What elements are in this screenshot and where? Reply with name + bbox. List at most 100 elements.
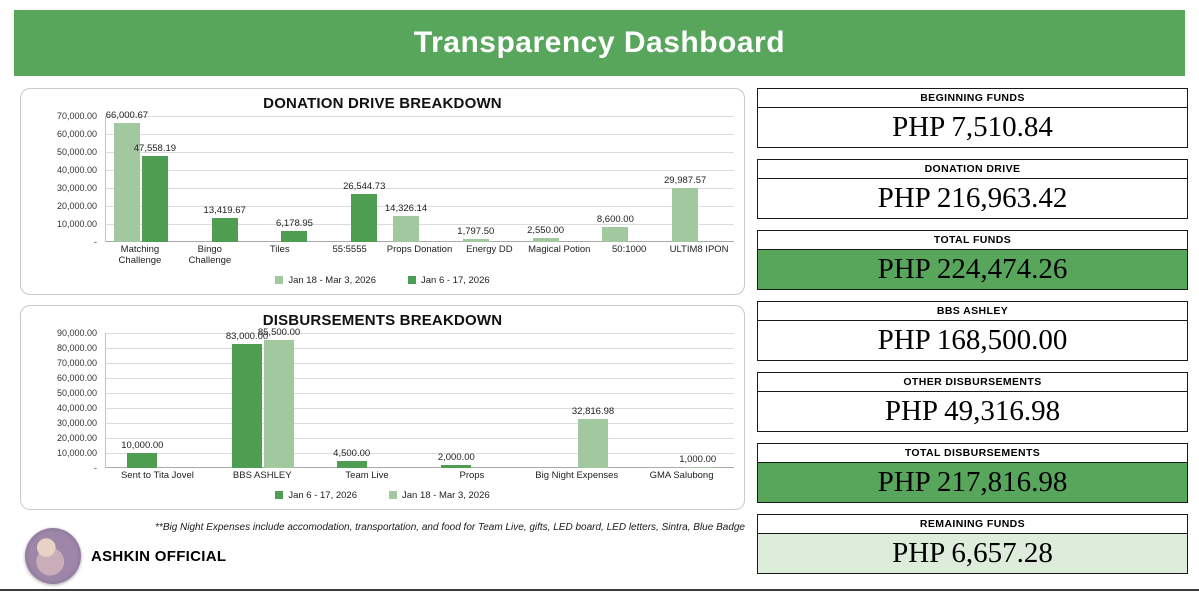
- gridline: [106, 333, 734, 334]
- bar: [281, 231, 308, 243]
- y-tick-label: 40,000.00: [56, 403, 97, 414]
- category-axis: Matching Challenge Bingo Challenge Tiles 55…: [105, 244, 734, 267]
- bar: [532, 237, 559, 243]
- y-axis: 90,000.00 80,000.00 70,000.00 60,000.00 50,0…: [31, 328, 105, 473]
- bar-value-label: 2,000.00: [437, 452, 475, 464]
- y-tick-label: 30,000.00: [56, 418, 97, 429]
- bar-value-label: 2,550.00: [527, 224, 565, 236]
- bar-group-sent-to-tita-jovel: 10,000.00: [106, 333, 211, 469]
- gridline: [106, 363, 734, 365]
- category-label: Big Night Expenses: [535, 470, 619, 482]
- bar: [211, 217, 238, 243]
- card-value: PHP 168,500.00: [877, 324, 1068, 356]
- category-label: Sent to Tita Jovel: [120, 470, 194, 482]
- bar-value-label: 83,000.00: [225, 330, 269, 342]
- donation-drive-chart-panel: DONATION DRIVE BREAKDOWN 70,000.00 60,000…: [20, 88, 745, 295]
- card-label: REMAINING FUNDS: [758, 515, 1187, 534]
- y-tick-label: 90,000.00: [56, 328, 97, 338]
- y-tick-label: 60,000.00: [56, 129, 97, 140]
- category-label: 55:5555: [332, 244, 367, 256]
- category-label: BBS ASHLEY: [232, 470, 292, 482]
- gridline: [106, 188, 734, 190]
- gridline: [106, 224, 734, 226]
- card-label: TOTAL DISBURSEMENTS: [758, 444, 1187, 463]
- y-tick-label: 10,000.00: [56, 219, 97, 230]
- legend-item: Jan 6 - 17, 2026: [275, 490, 357, 501]
- y-tick-label: 20,000.00: [56, 201, 97, 212]
- category-label: Bingo Challenge: [188, 244, 232, 267]
- bar-group-bingo-challenge: 13,419.67: [176, 116, 246, 243]
- y-tick-label: 30,000.00: [56, 183, 97, 194]
- chart-legend: Jan 18 - Mar 3, 2026 Jan 6 - 17, 2026: [31, 272, 734, 288]
- branding: ASHKIN OFFICIAL: [25, 528, 226, 584]
- y-tick-label: 40,000.00: [56, 165, 97, 176]
- bar-value-label: 6,178.95: [275, 218, 313, 230]
- bar-group-50-1000: 8,600.00: [594, 116, 664, 243]
- y-tick-label: 70,000.00: [56, 358, 97, 369]
- legend-label: Jan 18 - Mar 3, 2026: [288, 274, 376, 286]
- avatar: [25, 528, 81, 584]
- category-label: ULTIM8 IPON: [669, 244, 729, 256]
- bar: [264, 339, 294, 469]
- gridline: [106, 393, 734, 395]
- bars-layer: 10,000.00 83,000.00 85,500.00 4,500.00 2,000…: [106, 327, 734, 469]
- disbursements-chart-panel: DISBURSEMENTS BREAKDOWN 90,000.00 80,000.…: [20, 305, 745, 510]
- bar-value-label: 26,544.73: [343, 181, 386, 193]
- chart-title-disbursements: DISBURSEMENTS BREAKDOWN: [262, 312, 503, 329]
- summary-card-donation-drive: DONATION DRIVE PHP 216,963.42: [757, 159, 1188, 219]
- bar-group-bbs-ashley: 83,000.00 85,500.00: [211, 327, 316, 469]
- card-label: BBS ASHLEY: [758, 302, 1187, 321]
- summary-card-other-disbursements: OTHER DISBURSEMENTS PHP 49,316.98: [757, 372, 1188, 432]
- bar: [441, 465, 472, 469]
- bars-layer: 66,000.67 47,558.19 13,419.67 6,178.95 26,54…: [106, 110, 734, 243]
- category-label: Energy DD: [466, 244, 513, 256]
- bar-value-label: 14,326.14: [384, 203, 428, 215]
- legend-label: Jan 6 - 17, 2026: [288, 489, 357, 501]
- bar-value-label: 29,987.57: [664, 175, 707, 187]
- chart-title-donation-drive: DONATION DRIVE BREAKDOWN: [263, 95, 502, 112]
- gridline: [106, 408, 734, 410]
- bar-group-ultim8-ipon: 29,987.57: [664, 116, 734, 243]
- category-label: Matching Challenge: [118, 244, 162, 267]
- bar-value-label: 8,600.00: [596, 213, 634, 225]
- y-tick-label: 10,000.00: [56, 448, 97, 459]
- x-axis-baseline: [106, 467, 734, 469]
- bar-value-label: 66,000.67: [105, 110, 149, 122]
- gridline: [106, 453, 734, 455]
- card-label: OTHER DISBURSEMENTS: [758, 373, 1187, 392]
- gridline: [106, 438, 734, 440]
- bar-value-label: 1,000.00: [679, 453, 717, 465]
- card-value: PHP 6,657.28: [758, 534, 1187, 573]
- card-value: PHP 217,816.98: [758, 463, 1187, 502]
- legend-label: Jan 6 - 17, 2026: [421, 274, 490, 286]
- gridline: [106, 378, 734, 380]
- legend-swatch-icon: [275, 276, 284, 284]
- bar: [672, 188, 699, 243]
- y-tick-label: 70,000.00: [56, 111, 97, 121]
- bar: [682, 466, 713, 469]
- bar-value-label: 4,500.00: [333, 448, 371, 460]
- y-tick-label: -: [94, 463, 97, 474]
- bar-group-props: 2,000.00: [420, 333, 525, 469]
- bar: [336, 461, 367, 469]
- y-tick-label: 60,000.00: [56, 373, 97, 384]
- bar-value-label: 1,797.50: [457, 225, 495, 237]
- bar: [462, 238, 489, 243]
- bar-group-big-night-expenses: 32,816.98: [525, 333, 630, 469]
- chart-body: 70,000.00 60,000.00 50,000.00 40,000.00 30,0…: [31, 110, 734, 247]
- gridline: [106, 116, 734, 117]
- category-label: Tiles: [269, 244, 290, 256]
- y-tick-label: 50,000.00: [56, 147, 97, 158]
- y-axis: 70,000.00 60,000.00 50,000.00 40,000.00 30,0…: [31, 111, 105, 247]
- card-label: BEGINNING FUNDS: [758, 89, 1187, 108]
- gridline: [106, 170, 734, 172]
- plot-area: 66,000.67 47,558.19 13,419.67 6,178.95 26,54…: [105, 110, 734, 243]
- gridline: [106, 134, 734, 136]
- bar-group-55-5555: 26,544.73: [315, 116, 386, 243]
- bar-group-matching-challenge: 66,000.67 47,558.19: [106, 110, 176, 243]
- gridline: [106, 206, 734, 208]
- y-tick-label: -: [94, 237, 97, 248]
- bar-value-label: 85,500.00: [257, 326, 301, 338]
- chart-body: 90,000.00 80,000.00 70,000.00 60,000.00 50,0…: [31, 327, 734, 473]
- big-night-expenses-footnote: **Big Night Expenses include accomodatio…: [155, 522, 745, 533]
